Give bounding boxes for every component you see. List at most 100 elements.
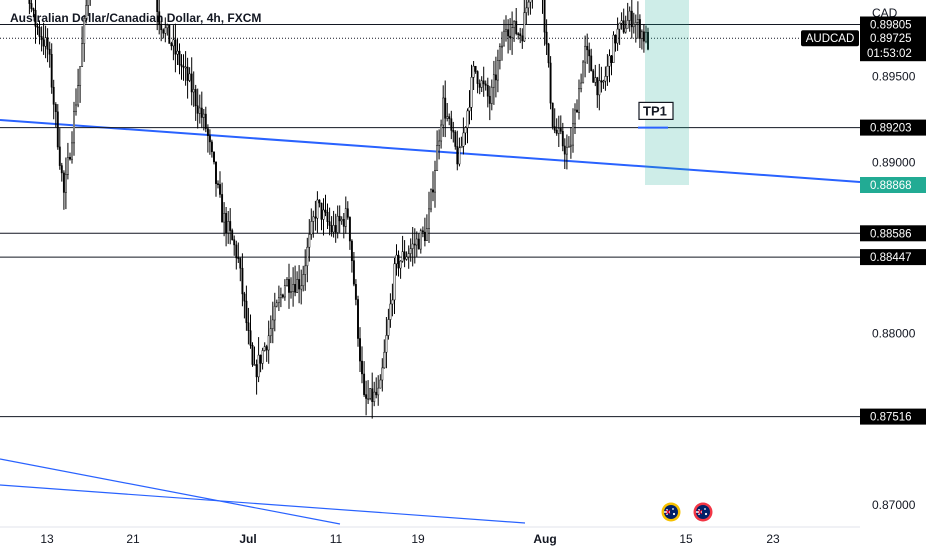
lower-trendline-2[interactable] (0, 484, 526, 524)
candle-body (596, 77, 599, 96)
candle-body (352, 260, 355, 285)
candle-body (249, 330, 252, 346)
candle-body (501, 45, 503, 48)
candle-body (52, 86, 55, 105)
candle-body (350, 240, 353, 261)
candle-body (227, 221, 230, 234)
candle-body (490, 86, 493, 104)
candle-body (273, 305, 276, 321)
candle-body (498, 46, 501, 61)
candle-body (233, 239, 236, 246)
candle-body (594, 77, 597, 83)
candle-body (208, 135, 211, 143)
candle-body (56, 111, 59, 148)
price-tag-bg-9 (860, 408, 926, 425)
candle-body (515, 20, 518, 34)
symbol-tag-text: AUDCAD (806, 33, 855, 45)
candle-body (210, 141, 213, 153)
candle-body (294, 284, 297, 293)
candle-body (525, 7, 528, 13)
candle-body (545, 31, 548, 45)
candle-body (622, 20, 625, 33)
candle-body (557, 128, 560, 134)
candle-body (590, 55, 593, 72)
candle-body (237, 257, 240, 260)
candle-body (572, 123, 574, 146)
candle-body (636, 19, 639, 23)
candle-body (600, 80, 603, 83)
candle-body (200, 107, 203, 118)
candle-body (403, 251, 406, 260)
candle-body (387, 319, 390, 336)
candle-body (399, 260, 402, 269)
candle-body (79, 66, 82, 86)
price-axis[interactable]: 0.925000.920000.915000.910000.905000.900… (872, 0, 916, 512)
candle-body (608, 55, 611, 67)
price-tag-6: 0.88868 (870, 180, 912, 192)
candle-body (213, 151, 215, 163)
candle-body (46, 37, 49, 50)
candle-body (316, 199, 319, 219)
candle-body (513, 20, 516, 28)
candles (28, 0, 649, 419)
candle-body (576, 109, 578, 113)
price-tag-bg-3 (860, 16, 926, 33)
candle-body (162, 29, 165, 34)
candle-body (640, 31, 643, 39)
candle-body (645, 31, 647, 42)
candle-body (638, 19, 641, 39)
lower-trendline-1[interactable] (0, 458, 341, 525)
candle-body (221, 194, 224, 223)
price-tag-8: 0.88447 (870, 252, 912, 264)
position-target-zone[interactable] (645, 0, 689, 185)
australia-flag-icon[interactable] (661, 502, 681, 522)
candle-body (588, 49, 591, 57)
price-tag-9: 0.87516 (870, 412, 912, 424)
candle-body (223, 213, 226, 223)
candle-body (34, 10, 37, 27)
candle-body (359, 338, 361, 362)
candle-body (389, 303, 392, 320)
candle-body (271, 319, 274, 329)
candle-body (342, 219, 345, 227)
candle-body (196, 105, 199, 114)
time-tick-3: 11 (330, 532, 343, 546)
candle-body (247, 322, 250, 331)
candle-body (492, 74, 495, 88)
candle-body (306, 246, 309, 267)
candle-body (58, 146, 61, 166)
candle-body (375, 391, 378, 396)
time-axis[interactable]: 13 21 Jul 11 19 Aug 15 23 (40, 532, 780, 546)
candle-body (383, 352, 386, 369)
candle-body (507, 29, 510, 37)
candle-body (415, 238, 418, 246)
candle-body (288, 279, 290, 293)
candle-body (172, 39, 175, 47)
candle-body (462, 132, 465, 147)
candle-body (174, 39, 177, 55)
candle-body (474, 65, 477, 72)
upper-trendline[interactable] (0, 119, 861, 183)
candle-body (298, 279, 301, 290)
candle-body (480, 80, 483, 88)
candle-body (314, 216, 317, 219)
price-tag-3: 0.89805 (870, 20, 912, 32)
candle-body (77, 85, 80, 106)
candle-body (464, 127, 467, 134)
candle-body (243, 293, 246, 302)
candle-body (486, 85, 489, 97)
candle-body (231, 230, 234, 240)
candle-body (430, 189, 432, 210)
candle-body (592, 70, 595, 83)
candle-body (624, 27, 627, 33)
candle-body (328, 221, 331, 226)
candle-body (182, 65, 185, 68)
candle-body (450, 118, 453, 131)
candle-body (549, 62, 552, 104)
australia-flag-icon[interactable] (693, 502, 713, 522)
time-tick-1: 21 (126, 532, 140, 546)
candle-body (229, 221, 232, 231)
candle-body (269, 328, 272, 337)
candle-body (363, 373, 366, 395)
